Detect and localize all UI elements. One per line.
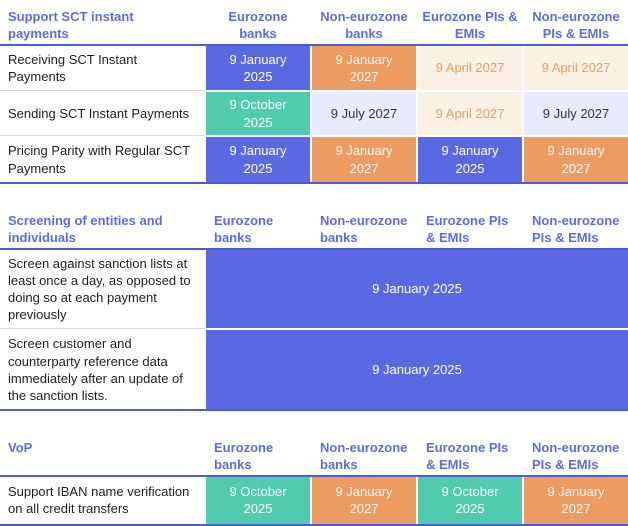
table-section-2: VoP Eurozone banks Non-eurozone banks Euroz… xyxy=(0,431,628,526)
date-cell: 9 January 2025 xyxy=(418,137,522,182)
section-title: Support SCT instant payments xyxy=(8,9,134,42)
table-row: Receiving SCT Instant Payments 9 January … xyxy=(0,46,628,91)
section-header-row: Support SCT instant payments Eurozone ban… xyxy=(0,0,628,44)
section-body: Screen against sanction lists at least o… xyxy=(0,249,628,409)
date-cell: 9 April 2027 xyxy=(524,46,628,91)
date-cell: 9 April 2027 xyxy=(418,92,522,136)
column-header: Eurozone banks xyxy=(214,439,274,473)
row-label: Screen customer and counterparty referen… xyxy=(0,328,204,409)
date-cell: 9 July 2027 xyxy=(524,92,628,136)
table-row: Pricing Parity with Regular SCT Payments… xyxy=(0,135,628,182)
row-label: Sending SCT Instant Payments xyxy=(0,90,204,136)
date-cell: 9 January 2027 xyxy=(524,476,628,524)
date-cell: 9 January 2025 xyxy=(206,137,310,182)
column-header: Non-eurozone banks xyxy=(320,212,408,245)
table-section-0: Support SCT instant payments Eurozone ban… xyxy=(0,0,628,184)
column-header: Eurozone banks xyxy=(214,212,274,245)
date-cell: 9 January 2027 xyxy=(524,137,628,182)
section-body: Receiving SCT Instant Payments 9 January … xyxy=(0,46,628,182)
column-header: Non-eurozone PIs & EMIs xyxy=(532,212,620,245)
date-cell: 9 January 2027 xyxy=(312,137,416,182)
column-header: Non-eurozone PIs & EMIs xyxy=(532,439,620,473)
date-cell: 9 January 2027 xyxy=(312,476,416,524)
section-divider-bottom xyxy=(0,181,628,184)
row-label: Pricing Parity with Regular SCT Payments xyxy=(0,135,204,182)
column-header: Eurozone PIs & EMIs xyxy=(422,9,518,42)
section-divider-top xyxy=(0,474,628,477)
section-title: Screening of entities and individuals xyxy=(8,212,163,245)
column-header: Non-eurozone banks xyxy=(320,439,408,473)
section-divider-top xyxy=(0,44,628,46)
column-header: Non-eurozone banks xyxy=(320,9,408,42)
row-label: Support IBAN name verification on all cr… xyxy=(0,476,204,524)
date-cell: 9 January 2025 xyxy=(206,330,628,409)
column-header: Eurozone PIs & EMIs xyxy=(426,439,509,473)
table-row: Screen customer and counterparty referen… xyxy=(0,328,628,409)
table-section-1: Screening of entities and individuals Eur… xyxy=(0,204,628,411)
row-label: Screen against sanction lists at least o… xyxy=(0,249,204,329)
section-header-row: VoP Eurozone banks Non-eurozone banks Euroz… xyxy=(0,431,628,475)
section-divider-top xyxy=(0,247,628,250)
column-header: Eurozone banks xyxy=(228,9,288,42)
date-cell: 9 July 2027 xyxy=(312,92,416,136)
section-header-row: Screening of entities and individuals Eur… xyxy=(0,204,628,248)
date-cell: 9 January 2025 xyxy=(206,46,310,91)
date-cell: 9 January 2025 xyxy=(206,249,628,329)
date-cell: 9 January 2027 xyxy=(312,46,416,91)
date-cell: 9 October 2025 xyxy=(418,476,522,524)
row-label: Receiving SCT Instant Payments xyxy=(0,46,204,91)
section-title: VoP xyxy=(8,439,33,455)
section-body: Support IBAN name verification on all cr… xyxy=(0,476,628,524)
date-cell: 9 October 2025 xyxy=(206,476,310,524)
column-header: Non-eurozone PIs & EMIs xyxy=(532,9,620,42)
table-row: Support IBAN name verification on all cr… xyxy=(0,476,628,524)
table-row: Sending SCT Instant Payments 9 October 20… xyxy=(0,90,628,136)
table-row: Screen against sanction lists at least o… xyxy=(0,249,628,329)
column-header: Eurozone PIs & EMIs xyxy=(426,212,509,245)
date-cell: 9 October 2025 xyxy=(206,92,310,136)
section-divider-bottom xyxy=(0,408,628,411)
date-cell: 9 April 2027 xyxy=(418,46,522,91)
